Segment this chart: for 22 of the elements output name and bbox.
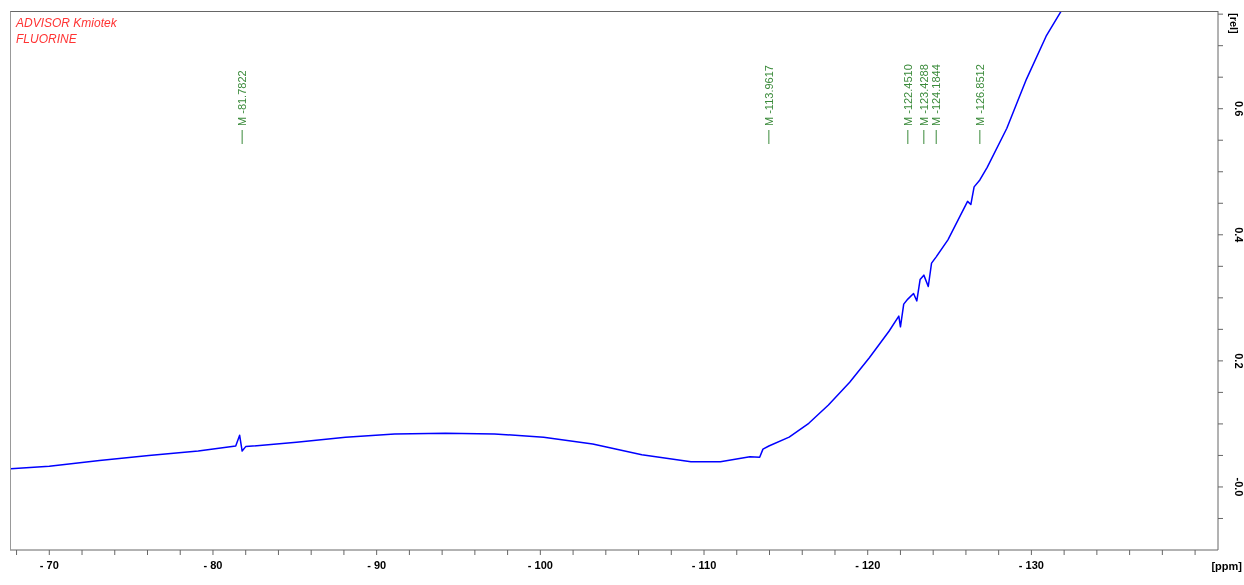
- y-tick-label: 0.2: [1233, 353, 1244, 369]
- annotation: M -123.4288: [917, 64, 930, 126]
- x-tick-label: - 70: [39, 559, 59, 571]
- x-axis-title: [ppm]: [1211, 560, 1242, 572]
- annotation: M -122.4510: [901, 64, 914, 126]
- annotation: M -126.8512: [973, 64, 986, 126]
- x-tick-label: - 100: [527, 559, 553, 571]
- x-tick-label: - 80: [203, 559, 223, 571]
- y-tick-label: 0.6: [1233, 101, 1244, 117]
- x-tick-label: - 130: [1018, 559, 1044, 571]
- annotation: M -81.7822: [236, 70, 249, 126]
- annotation: M -124.1844: [930, 64, 943, 126]
- line-series: [10, 11, 1062, 470]
- x-tick-label: - 90: [367, 559, 387, 571]
- y-tick-label: -0.0: [1233, 477, 1244, 497]
- y-tick-label: 0.4: [1233, 227, 1244, 244]
- x-tick-label: - 110: [691, 559, 717, 571]
- text: ADVISOR Kmiotek: [16, 15, 117, 31]
- x-tick-label: - 120: [855, 559, 881, 571]
- y-axis-title: [rel]: [1228, 13, 1240, 34]
- text: FLUORINE: [16, 31, 78, 47]
- annotation: M -113.9617: [762, 65, 775, 126]
